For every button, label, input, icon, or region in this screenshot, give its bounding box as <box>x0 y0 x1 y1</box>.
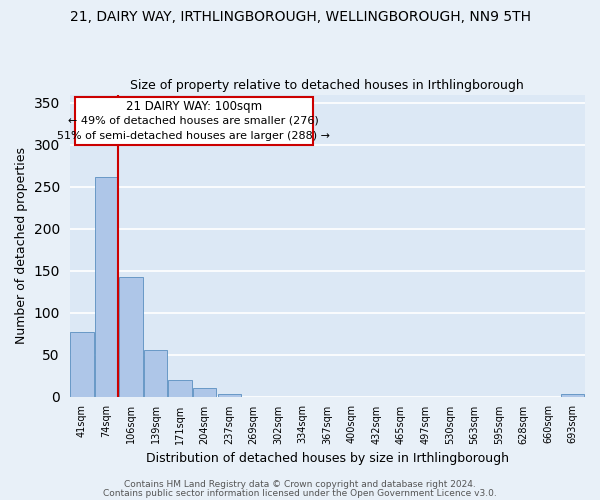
Text: 51% of semi-detached houses are larger (288) →: 51% of semi-detached houses are larger (… <box>57 132 330 141</box>
Title: Size of property relative to detached houses in Irthlingborough: Size of property relative to detached ho… <box>130 79 524 92</box>
Text: 21, DAIRY WAY, IRTHLINGBOROUGH, WELLINGBOROUGH, NN9 5TH: 21, DAIRY WAY, IRTHLINGBOROUGH, WELLINGB… <box>70 10 530 24</box>
Text: Contains public sector information licensed under the Open Government Licence v3: Contains public sector information licen… <box>103 488 497 498</box>
Bar <box>70 332 94 396</box>
Bar <box>218 394 241 396</box>
Text: Contains HM Land Registry data © Crown copyright and database right 2024.: Contains HM Land Registry data © Crown c… <box>124 480 476 489</box>
Bar <box>193 388 216 396</box>
Bar <box>95 177 118 396</box>
Text: ← 49% of detached houses are smaller (276): ← 49% of detached houses are smaller (27… <box>68 116 319 126</box>
X-axis label: Distribution of detached houses by size in Irthlingborough: Distribution of detached houses by size … <box>146 452 509 465</box>
Text: 21 DAIRY WAY: 100sqm: 21 DAIRY WAY: 100sqm <box>125 100 262 113</box>
Bar <box>169 380 192 396</box>
Y-axis label: Number of detached properties: Number of detached properties <box>15 147 28 344</box>
Bar <box>144 350 167 397</box>
Bar <box>119 276 143 396</box>
Bar <box>561 394 584 396</box>
